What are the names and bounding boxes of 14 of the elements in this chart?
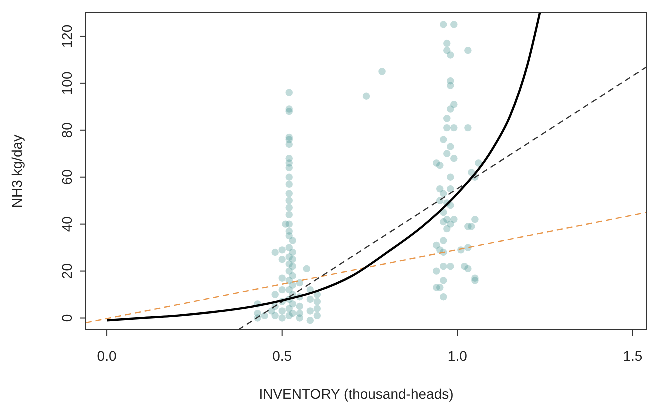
x-tick-label: 0.5 <box>272 348 292 364</box>
y-tick-label: 0 <box>59 314 75 322</box>
line-series <box>106 13 542 322</box>
x-axis-title: INVENTORY (thousand-heads) <box>259 386 454 402</box>
x-tick-label: 0.0 <box>97 348 117 364</box>
y-tick-label: 120 <box>59 24 75 48</box>
y-tick-label: 20 <box>59 263 75 280</box>
x-tick-label: 1.0 <box>448 348 468 364</box>
x-tick-label: 1.5 <box>623 348 643 364</box>
y-tick-label: 60 <box>59 169 75 186</box>
y-tick-label: 80 <box>59 122 75 138</box>
y-tick-label: 40 <box>59 216 75 232</box>
y-axis-title: NH3 kg/day <box>9 134 25 208</box>
y-tick-label: 100 <box>59 72 75 96</box>
